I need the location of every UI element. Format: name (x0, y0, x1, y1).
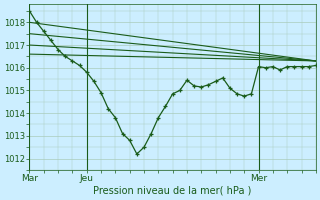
X-axis label: Pression niveau de la mer( hPa ): Pression niveau de la mer( hPa ) (93, 186, 252, 196)
